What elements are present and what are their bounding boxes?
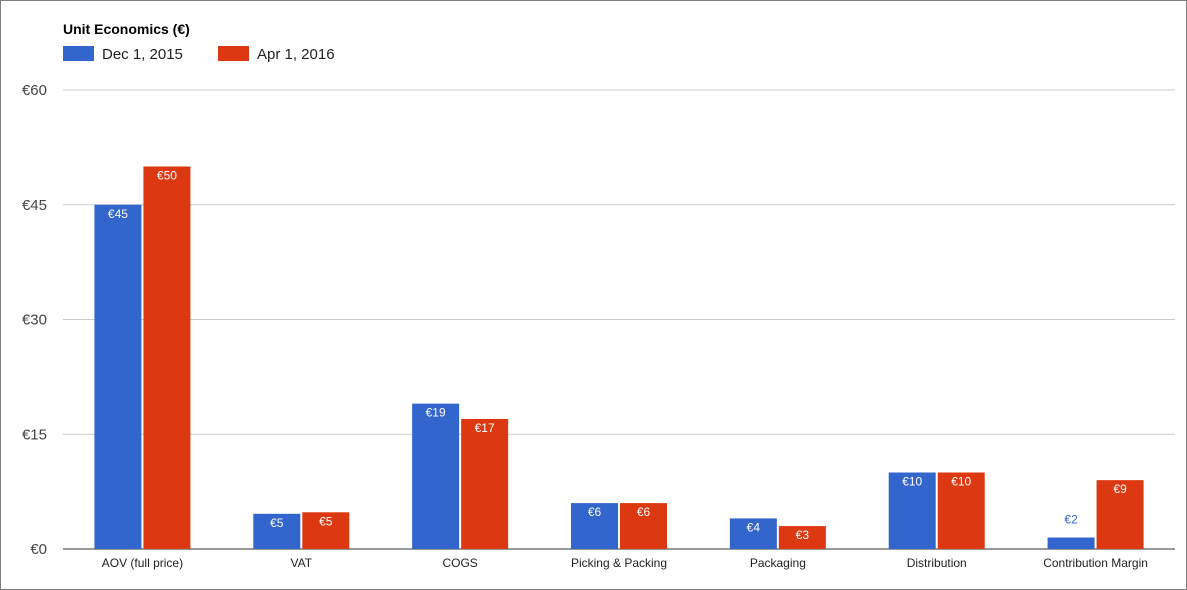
legend-swatch <box>63 46 94 61</box>
bar <box>94 204 142 549</box>
y-axis: €0 €15 €30 €45 €60 <box>22 82 47 558</box>
y-tick-label: €45 <box>22 197 47 214</box>
bar <box>620 503 667 549</box>
bar <box>302 512 350 549</box>
data-label: €17 <box>475 421 495 435</box>
bar <box>888 472 936 549</box>
data-label: €5 <box>319 514 333 528</box>
data-label: €5 <box>270 516 284 530</box>
bar <box>1047 537 1095 549</box>
bar <box>461 418 509 549</box>
chart-title: Unit Economics (€) <box>63 21 190 37</box>
x-tick-label: Contribution Margin <box>1043 556 1148 570</box>
data-label: €6 <box>588 505 602 519</box>
y-tick-label: €30 <box>22 312 47 329</box>
data-label: €4 <box>747 520 761 534</box>
data-label: €10 <box>902 475 922 489</box>
bars: €45 €50 €5 €5 €19 €17 €6 €6 €4 €3 €10 €10 €2 €9 <box>94 166 1144 549</box>
x-axis: AOV (full price) VAT COGS Picking & Packing… <box>102 556 1148 570</box>
data-label: €3 <box>796 528 810 542</box>
y-tick-label: €15 <box>22 426 47 443</box>
legend: Dec 1, 2015 Apr 1, 2016 <box>63 46 335 63</box>
data-label: €50 <box>157 169 177 183</box>
x-tick-label: Picking & Packing <box>571 556 667 570</box>
bar <box>778 526 826 549</box>
bar <box>412 403 460 549</box>
data-label: €6 <box>637 505 651 519</box>
y-tick-label: €60 <box>22 82 47 99</box>
gridlines <box>63 89 1175 550</box>
data-label: €9 <box>1113 482 1127 496</box>
bar <box>571 503 618 549</box>
bar <box>253 513 301 549</box>
data-label: €19 <box>426 406 446 420</box>
x-tick-label: Distribution <box>907 556 967 570</box>
legend-swatch <box>218 46 249 61</box>
data-label: €10 <box>951 475 971 489</box>
x-tick-label: AOV (full price) <box>102 556 183 570</box>
legend-label: Apr 1, 2016 <box>257 46 335 63</box>
bar <box>937 472 985 549</box>
data-label: €45 <box>108 207 128 221</box>
data-label: €2 <box>1064 513 1078 527</box>
x-tick-label: Packaging <box>750 556 806 570</box>
x-tick-label: VAT <box>291 556 313 570</box>
x-tick-label: COGS <box>442 556 477 570</box>
y-tick-label: €0 <box>30 541 47 558</box>
bar <box>143 166 191 549</box>
bar <box>729 518 777 549</box>
bar <box>1096 480 1144 549</box>
legend-label: Dec 1, 2015 <box>102 46 183 63</box>
